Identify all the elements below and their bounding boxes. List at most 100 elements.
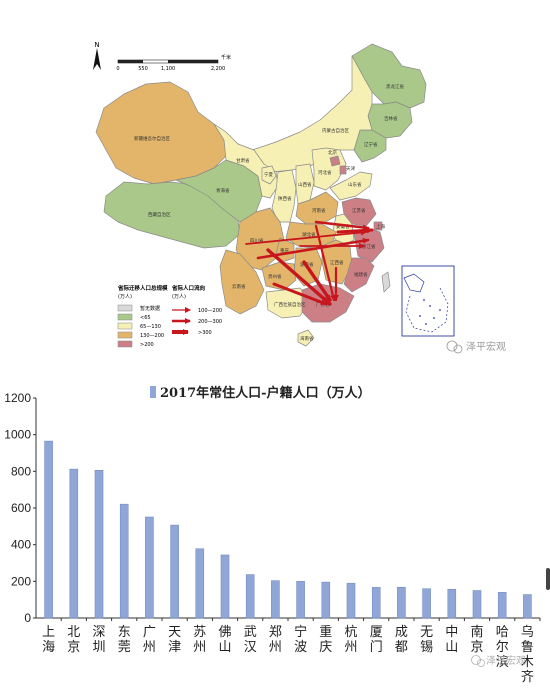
label-henan: 河南省: [312, 207, 326, 214]
legend-flow-unit: (万人): [172, 294, 186, 300]
label-jilin: 吉林省: [384, 115, 398, 122]
x-tick-label: 北京: [67, 625, 80, 655]
bar: [44, 440, 53, 619]
x-tick-label: 南京: [470, 624, 483, 655]
label-shanxi: 山西省: [298, 181, 312, 188]
bar: [195, 548, 205, 619]
province-tianjin: [339, 165, 347, 175]
y-tick-label: 400: [11, 538, 31, 552]
legend-size-title: 省际迁移人口总规模: [117, 284, 168, 292]
bar: [170, 524, 179, 619]
map-watermark: 泽平宏观: [446, 340, 506, 354]
south-china-sea-inset: [401, 265, 455, 337]
flow-arrow: [272, 282, 328, 306]
migration-map: N 0 550 1,100 2,200 千米: [93, 41, 506, 354]
flow-arrow: [314, 224, 336, 302]
y-tick-labels: 0 200 400 600 800 1000 1200: [4, 391, 31, 625]
label-zhejiang: 浙江省: [362, 243, 376, 250]
x-tick-label: 上海: [42, 625, 55, 655]
bar: [69, 468, 79, 619]
flow-arrow: [266, 248, 332, 306]
x-tick-label: 中山: [445, 625, 458, 655]
label-neimenggu: 内蒙古自治区: [322, 127, 349, 134]
x-tick-label: 杭州: [344, 625, 357, 655]
label-hebei: 河北省: [318, 169, 332, 176]
chart-panel: 2017年常住人口-户籍人口（万人） 0 200 400 600 800 1000 1200…: [0, 372, 550, 689]
chart-legend: 2017年常住人口-户籍人口（万人）: [150, 385, 371, 401]
label-shaanxi: 陕西省: [278, 195, 292, 202]
bar: [447, 588, 457, 619]
bar: [271, 580, 280, 619]
legend-swatch: [150, 386, 156, 398]
legend-flow-title: 省际人口流向: [171, 284, 206, 292]
legend-size-label-4: >200: [140, 342, 154, 348]
label-xinjiang: 新疆维吾尔自治区: [134, 135, 170, 142]
label-anhui: 安徽省: [336, 223, 350, 230]
chart-watermark-text: 泽平宏观: [486, 654, 526, 667]
province-beijing: [329, 155, 341, 167]
label-liaoning: 辽宁省: [364, 141, 378, 148]
chart-title: 2017年常住人口-户籍人口（万人）: [160, 385, 371, 401]
label-guangxi: 广西壮族自治区: [274, 301, 306, 308]
chart-watermark: 泽平宏观: [471, 654, 526, 667]
scale-label-1: 550: [138, 66, 148, 72]
legend-flow-label-1: 200—300: [198, 319, 222, 325]
wechat-icon: [446, 340, 458, 352]
legend-size-label-0: 暂无数据: [140, 305, 160, 312]
bar: [523, 594, 532, 619]
label-guizhou: 贵州省: [268, 273, 282, 280]
x-tick-label: 哈尔滨: [496, 625, 509, 670]
label-sichuan: 四川省: [250, 237, 264, 244]
north-arrow-icon: N: [93, 41, 101, 70]
wechat-icon: [471, 655, 481, 665]
scrollbar-thumb[interactable]: [546, 568, 550, 590]
province-chongqing: [275, 237, 295, 263]
x-tick-label: 天津: [168, 625, 181, 655]
label-yunnan: 云南省: [232, 283, 246, 290]
scale-label-0: 0: [116, 66, 119, 72]
x-tick-label: 郑州: [269, 625, 282, 655]
bars: [44, 440, 532, 619]
bar: [472, 590, 482, 619]
china-map: N 0 550 1,100 2,200 千米: [93, 41, 506, 354]
flow-arrow: [256, 237, 370, 260]
flow-arrow: [314, 220, 370, 231]
y-tick-label: 800: [11, 464, 31, 478]
province-shanghai: [373, 221, 383, 231]
x-tick-label: 武汉: [244, 625, 257, 655]
label-beijing: 北京: [328, 149, 337, 156]
scale-unit: 千米: [221, 54, 231, 61]
x-tick-label: 宁波: [294, 624, 307, 655]
scale-label-3: 2,200: [211, 66, 225, 72]
province-xinjiang: [95, 81, 227, 185]
label-gansu: 甘肃省: [236, 157, 250, 164]
y-tick-label: 600: [11, 501, 31, 515]
label-jiangxi: 江西省: [330, 259, 344, 266]
legend-flow-label-2: >300: [198, 330, 212, 336]
y-tick-label: 1200: [4, 391, 31, 405]
label-shanghai: 上海: [376, 223, 385, 230]
x-tick-label: 重庆: [319, 624, 332, 655]
province-fujian: [343, 257, 375, 293]
provinces: [95, 43, 427, 347]
scale-bar: 0 550 1,100 2,200 千米: [116, 54, 231, 72]
label-xizang: 西藏自治区: [148, 211, 171, 218]
legend-size-unit: (万人): [118, 294, 132, 300]
flow-arrow: [245, 229, 367, 245]
label-hubei: 湖北省: [302, 231, 316, 238]
province-ningxia: [261, 165, 277, 185]
province-taiwan: [381, 271, 391, 293]
scale-label-2: 1,100: [161, 66, 175, 72]
x-tick-label: 佛山: [218, 625, 231, 655]
label-hainan: 海南省: [300, 335, 314, 342]
province-yunnan: [219, 249, 265, 315]
y-tick-label: 0: [24, 611, 31, 625]
x-tick-label: 厦门: [370, 625, 383, 655]
province-shandong: [329, 171, 373, 201]
label-shandong: 山东省: [348, 181, 362, 188]
x-tick-label: 无锡: [420, 625, 433, 655]
flow-arrows: [245, 220, 374, 306]
legend-swatch: [117, 304, 133, 312]
north-label: N: [94, 41, 99, 49]
bar: [245, 574, 255, 619]
